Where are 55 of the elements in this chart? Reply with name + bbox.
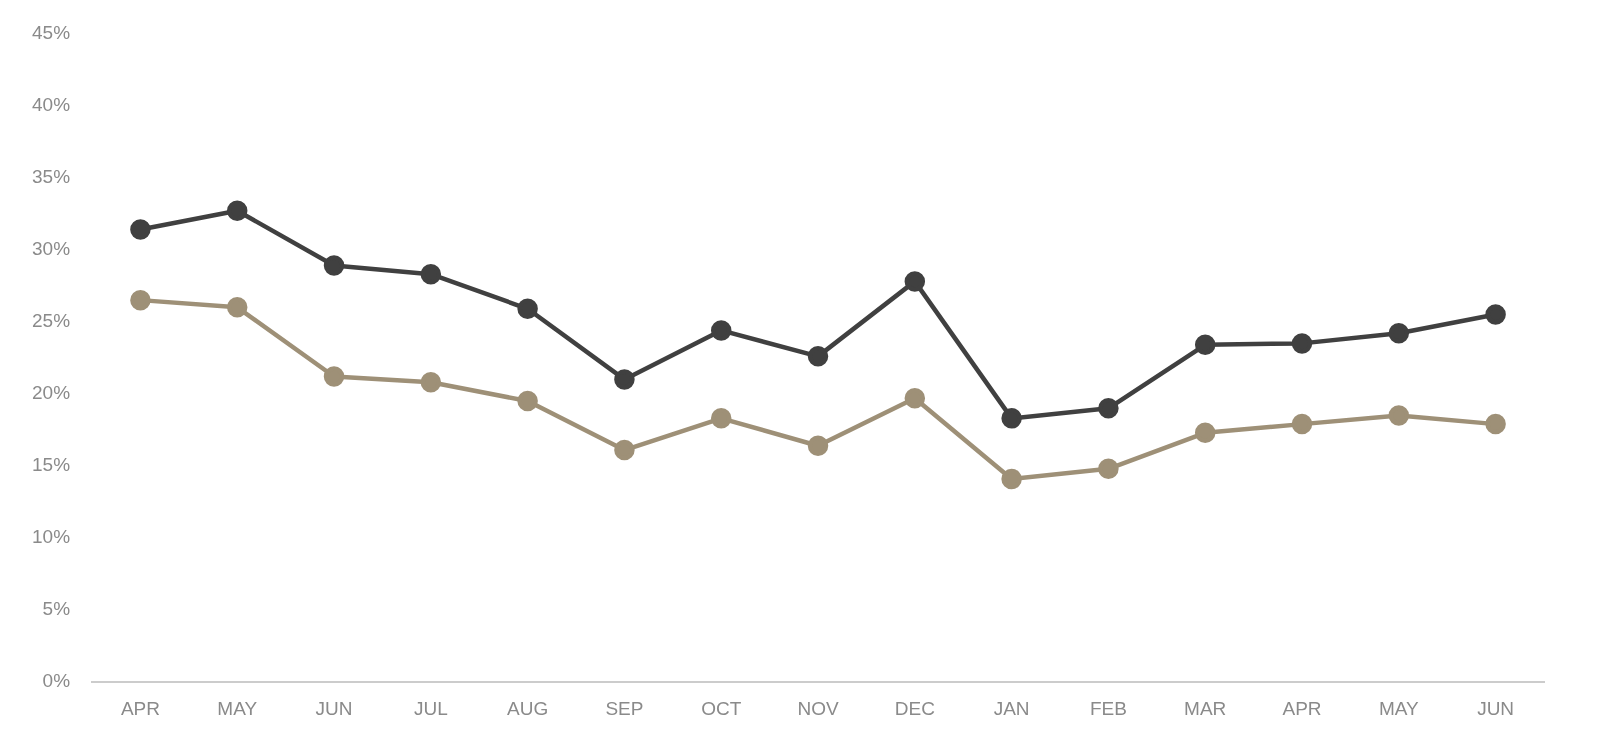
point: [904, 387, 926, 409]
point: [1485, 304, 1506, 325]
point: [1194, 334, 1216, 356]
x-tick-label: JUN: [315, 697, 353, 719]
point: [130, 289, 151, 311]
point: [323, 366, 345, 387]
x-tick-label: MAR: [1184, 697, 1227, 719]
point: [614, 439, 635, 461]
point: [1098, 458, 1119, 480]
x-tick-label: NOV: [797, 697, 839, 719]
x-tick-label: APR: [1282, 697, 1322, 719]
x-tick-label: DEC: [894, 697, 935, 719]
y-tick-label: 20%: [32, 382, 71, 404]
y-tick-label: 25%: [32, 309, 71, 331]
point: [517, 390, 538, 412]
x-tick-label: JAN: [993, 697, 1030, 719]
point: [614, 369, 635, 390]
point: [226, 297, 248, 318]
point: [904, 271, 926, 292]
point: [420, 263, 442, 285]
point: [1388, 405, 1410, 426]
point: [130, 219, 151, 240]
y-tick-label: 45%: [32, 21, 71, 43]
x-tick-label: JUL: [413, 697, 448, 719]
point: [1001, 468, 1022, 490]
x-tick-label: OCT: [701, 697, 742, 719]
point: [710, 408, 732, 429]
y-tick-label: 35%: [32, 165, 71, 187]
point: [1291, 413, 1313, 435]
point: [1388, 323, 1410, 344]
point: [1098, 398, 1119, 419]
x-tick-label: JUN: [1477, 697, 1515, 719]
point: [1291, 333, 1313, 354]
y-tick-label: 10%: [32, 526, 71, 548]
point: [323, 255, 345, 276]
point: [420, 372, 442, 393]
point: [1194, 422, 1216, 444]
x-tick-label: SEP: [605, 697, 644, 719]
x-tick-label: MAY: [217, 697, 258, 719]
point: [1001, 408, 1022, 429]
point: [710, 320, 732, 341]
point: [807, 346, 829, 367]
y-tick-label: 30%: [32, 237, 71, 259]
y-tick-label: 0%: [42, 670, 71, 692]
point: [807, 435, 829, 456]
point: [517, 298, 538, 320]
x-tick-label: APR: [120, 697, 160, 719]
y-tick-label: 5%: [42, 598, 71, 620]
point: [1485, 413, 1506, 435]
point: [226, 200, 248, 221]
x-tick-label: MAY: [1378, 697, 1420, 719]
y-tick-label: 15%: [32, 454, 71, 476]
y-tick-label: 40%: [32, 93, 71, 115]
x-tick-label: AUG: [507, 697, 549, 719]
x-tick-label: FEB: [1089, 697, 1127, 719]
